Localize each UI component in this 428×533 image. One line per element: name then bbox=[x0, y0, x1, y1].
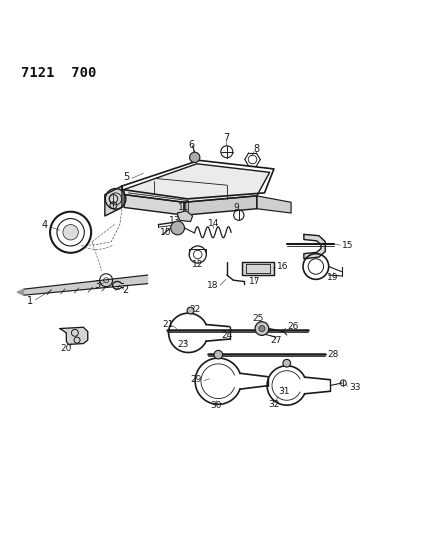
Text: 17: 17 bbox=[249, 277, 260, 286]
Polygon shape bbox=[257, 196, 291, 213]
Polygon shape bbox=[178, 211, 193, 222]
Text: 23: 23 bbox=[178, 340, 189, 349]
Polygon shape bbox=[124, 164, 270, 203]
Text: 9: 9 bbox=[233, 203, 239, 212]
Text: 1: 1 bbox=[27, 296, 33, 306]
Circle shape bbox=[255, 322, 269, 335]
Text: 30: 30 bbox=[211, 401, 222, 410]
Text: 7: 7 bbox=[223, 133, 229, 143]
Text: 7121  700: 7121 700 bbox=[21, 66, 97, 80]
Text: 6: 6 bbox=[189, 140, 195, 150]
Text: 24: 24 bbox=[221, 332, 232, 341]
Circle shape bbox=[187, 307, 194, 314]
Text: 16: 16 bbox=[277, 262, 289, 271]
Text: 8: 8 bbox=[253, 144, 259, 154]
Text: 12: 12 bbox=[192, 260, 203, 269]
Text: 4: 4 bbox=[42, 221, 48, 230]
Circle shape bbox=[171, 221, 184, 235]
Text: 31: 31 bbox=[278, 387, 289, 396]
Text: 33: 33 bbox=[349, 383, 361, 392]
Text: 15: 15 bbox=[342, 240, 354, 249]
Circle shape bbox=[190, 152, 200, 163]
Text: 5: 5 bbox=[123, 173, 129, 182]
Text: 11: 11 bbox=[178, 203, 190, 212]
Circle shape bbox=[63, 224, 78, 240]
Text: 32: 32 bbox=[268, 400, 279, 409]
Text: 28: 28 bbox=[327, 350, 339, 359]
Polygon shape bbox=[105, 186, 122, 216]
Text: 18: 18 bbox=[207, 281, 218, 290]
Text: 25: 25 bbox=[252, 314, 263, 323]
Polygon shape bbox=[304, 235, 325, 259]
Text: 13: 13 bbox=[169, 216, 180, 225]
Polygon shape bbox=[184, 196, 257, 215]
Polygon shape bbox=[60, 327, 88, 344]
Text: 20: 20 bbox=[61, 344, 72, 353]
Text: 22: 22 bbox=[190, 305, 201, 314]
Text: 3: 3 bbox=[95, 280, 101, 290]
Polygon shape bbox=[24, 275, 148, 295]
Text: 27: 27 bbox=[270, 336, 282, 345]
Polygon shape bbox=[17, 289, 24, 295]
Text: 26: 26 bbox=[288, 322, 299, 331]
Text: 14: 14 bbox=[208, 219, 219, 228]
Text: 2: 2 bbox=[123, 286, 129, 295]
Circle shape bbox=[283, 359, 291, 367]
Circle shape bbox=[214, 350, 223, 359]
Polygon shape bbox=[242, 262, 274, 275]
Circle shape bbox=[259, 326, 265, 332]
Text: 29: 29 bbox=[190, 375, 202, 384]
Text: 21: 21 bbox=[162, 320, 173, 329]
Polygon shape bbox=[124, 195, 184, 215]
Text: 19: 19 bbox=[327, 273, 339, 282]
Text: 10: 10 bbox=[160, 228, 172, 237]
